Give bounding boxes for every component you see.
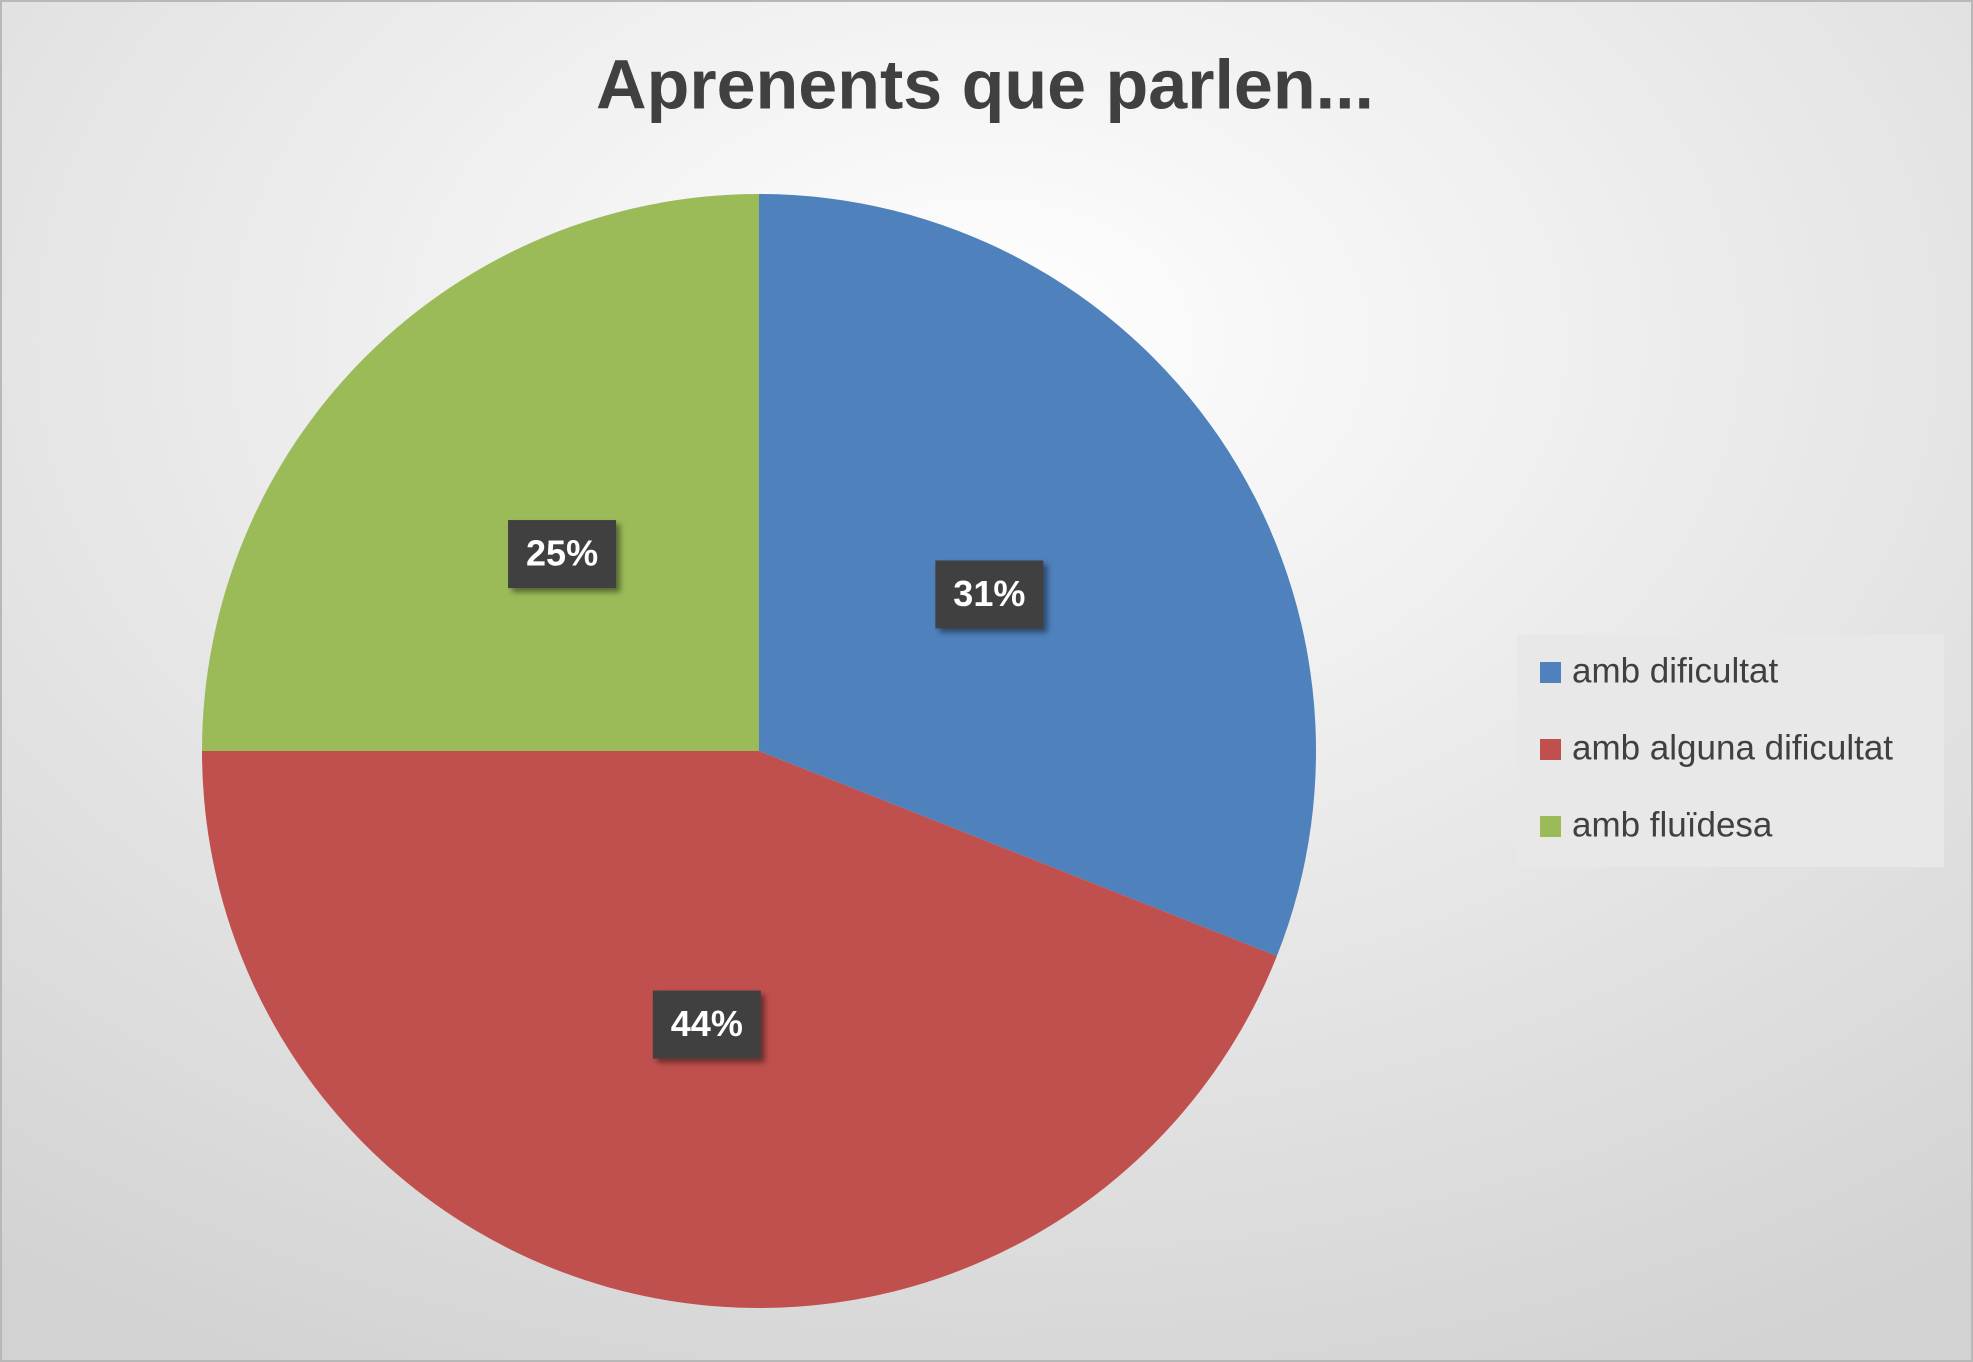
legend-label: amb fluïdesa: [1572, 805, 1773, 844]
data-label-box: [935, 560, 1044, 629]
data-label-box: [652, 990, 761, 1059]
legend-box: [1517, 635, 1944, 867]
data-label: 44%: [671, 1003, 743, 1044]
chart-title: Aprenents que parlen...: [596, 45, 1374, 123]
data-label: 31%: [953, 573, 1025, 614]
data-label: 25%: [526, 533, 598, 574]
legend-label: amb alguna dificultat: [1572, 728, 1893, 767]
legend-swatch: [1540, 662, 1561, 683]
data-label-box: [508, 520, 617, 589]
legend-swatch: [1540, 816, 1561, 837]
pie-slice: [202, 194, 759, 751]
legend-swatch: [1540, 739, 1561, 760]
legend-label: amb dificultat: [1572, 651, 1778, 690]
